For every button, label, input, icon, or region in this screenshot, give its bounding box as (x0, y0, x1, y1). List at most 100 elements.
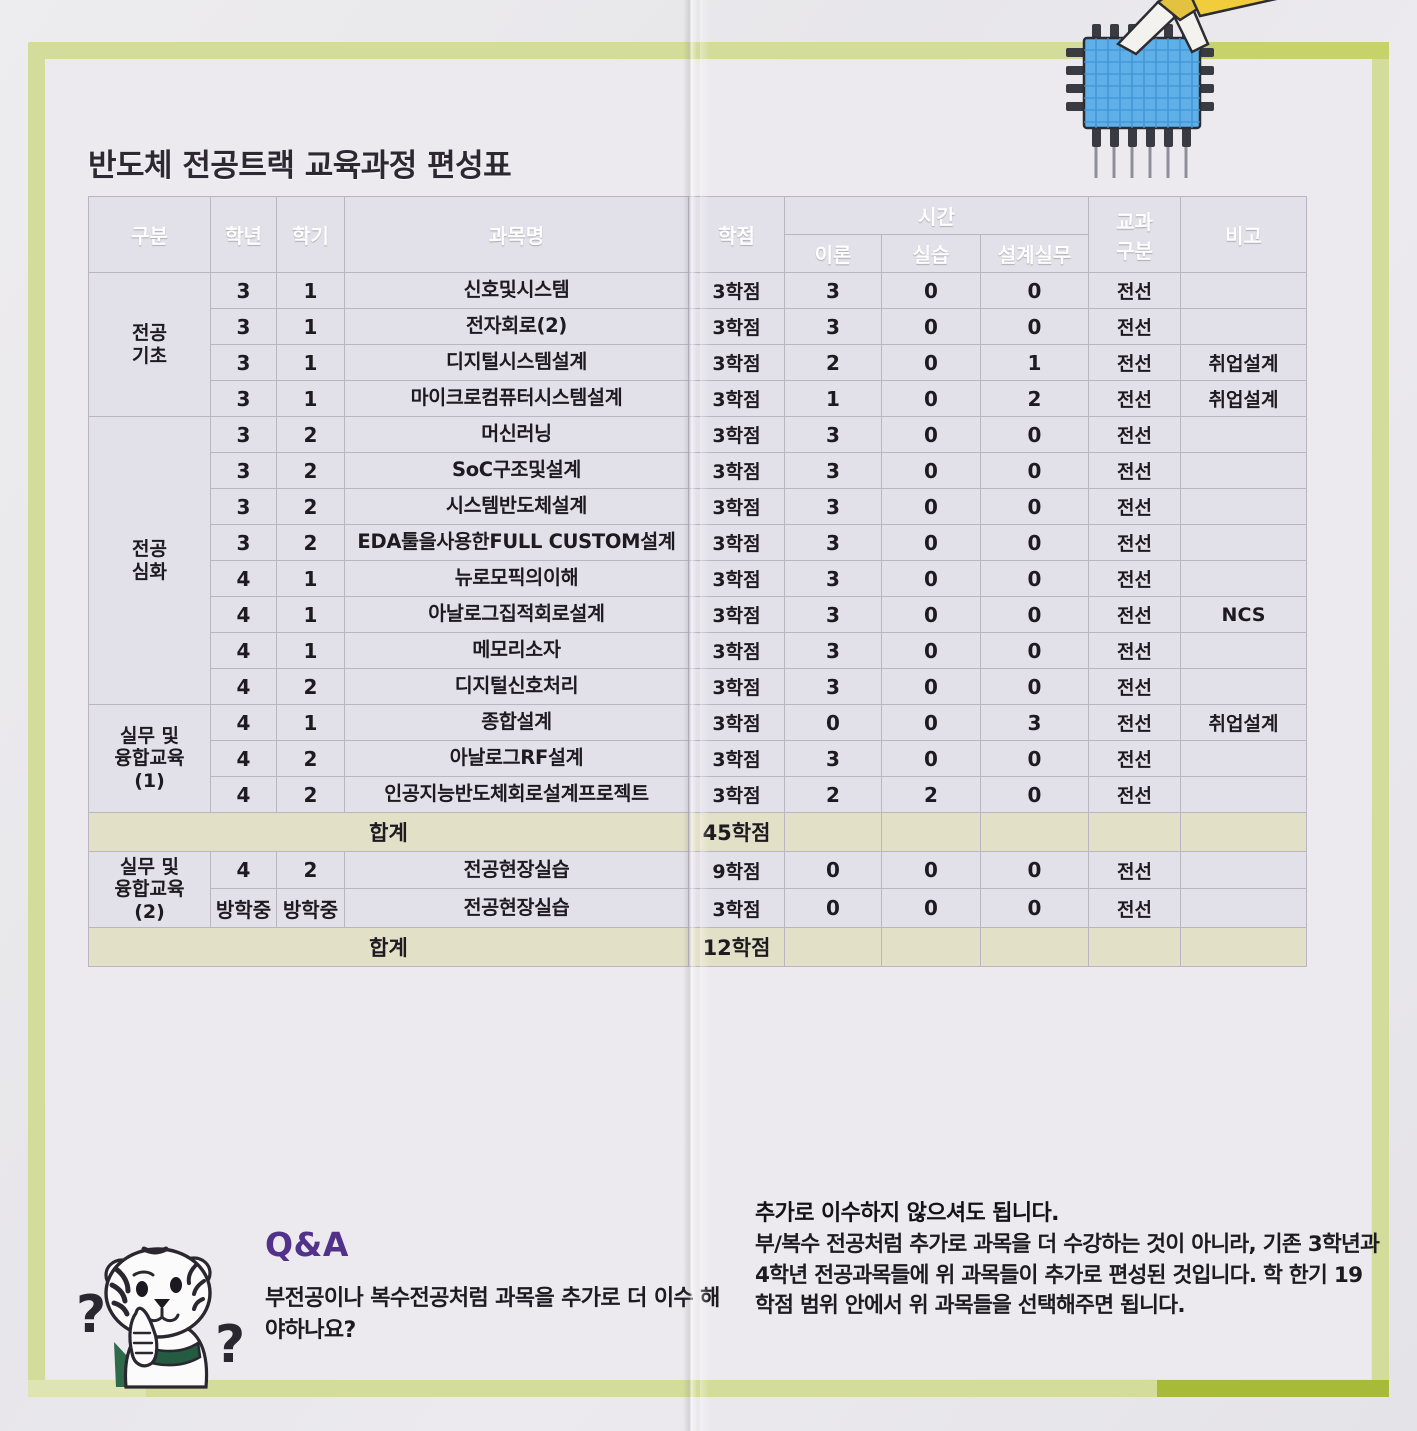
cell-note (1180, 452, 1307, 489)
cell-type: 전선 (1088, 704, 1181, 741)
cell-practice: 0 (881, 560, 981, 597)
cell-note (1180, 776, 1307, 813)
cell-semester: 1 (276, 380, 345, 417)
cell-theory: 3 (784, 416, 882, 453)
cell-year: 3 (210, 488, 277, 525)
cell-semester: 2 (276, 776, 345, 813)
cell-practice: 0 (881, 416, 981, 453)
summary-empty-cell (1088, 812, 1181, 852)
cell-semester: 2 (276, 416, 345, 453)
cell-subject: 아날로그RF설계 (344, 740, 689, 777)
cell-note (1180, 668, 1307, 705)
cell-theory: 2 (784, 776, 882, 813)
cell-design: 0 (980, 668, 1089, 705)
cell-design: 0 (980, 308, 1089, 345)
cell-semester: 2 (276, 850, 345, 890)
summary-empty-cell (1180, 927, 1307, 968)
cell-credit: 3학점 (688, 632, 785, 669)
cell-type: 전선 (1088, 524, 1181, 561)
cell-semester: 방학중 (276, 888, 345, 929)
cell-practice: 0 (881, 272, 981, 309)
qa-title: Q&A (265, 1225, 349, 1264)
th-course-type: 교과 구분 (1088, 196, 1181, 273)
cell-design: 0 (980, 524, 1089, 561)
cell-credit: 3학점 (688, 560, 785, 597)
cell-year: 방학중 (210, 888, 277, 929)
summary-credit: 12학점 (688, 927, 785, 968)
table-row: 4 1 메모리소자 3학점 3 0 0 전선 (89, 632, 1307, 669)
th-time-group: 시간 (784, 196, 1089, 235)
cell-design: 0 (980, 596, 1089, 633)
cell-subject: 종합설계 (344, 704, 689, 741)
cell-type: 전선 (1088, 416, 1181, 453)
cell-note: 취업설계 (1180, 344, 1307, 381)
cell-subject: SoC구조및설계 (344, 452, 689, 489)
table-row: 3 1 전자회로(2) 3학점 3 0 0 전선 (89, 308, 1307, 345)
cell-credit: 3학점 (688, 704, 785, 741)
frame-accent-bottom-right (1157, 1380, 1389, 1397)
svg-text:?: ? (215, 1315, 245, 1375)
cell-credit: 9학점 (688, 850, 785, 890)
cell-year: 3 (210, 308, 277, 345)
table-row: 3 1 마이크로컴퓨터시스템설계 3학점 1 0 2 전선 취업설계 (89, 380, 1307, 417)
cell-year: 3 (210, 344, 277, 381)
cell-design: 2 (980, 380, 1089, 417)
cell-theory: 3 (784, 524, 882, 561)
cell-theory: 3 (784, 668, 882, 705)
cell-type: 전선 (1088, 452, 1181, 489)
cell-year: 4 (210, 704, 277, 741)
summary-empty-cell (784, 812, 882, 852)
summary-empty-cell (980, 812, 1089, 852)
cell-note (1180, 850, 1307, 890)
cell-year: 4 (210, 560, 277, 597)
cell-semester: 2 (276, 524, 345, 561)
cell-semester: 2 (276, 488, 345, 525)
table-row: 전공 심화 3 2 머신러닝 3학점 3 0 0 전선 (88, 416, 1307, 705)
cell-year: 4 (210, 776, 277, 813)
cell-practice: 0 (881, 452, 981, 489)
cell-theory: 0 (784, 704, 882, 741)
cell-design: 0 (980, 740, 1089, 777)
cell-credit: 3학점 (688, 888, 785, 929)
table-row: 4 2 디지털신호처리 3학점 3 0 0 전선 (89, 668, 1307, 705)
table-row: 전공 기초 3 1 신호및시스템 3학점 3 0 0 전선 (88, 272, 1307, 417)
summary-label: 합계 (88, 927, 689, 968)
cell-type: 전선 (1088, 776, 1181, 813)
cell-type: 전선 (1088, 308, 1181, 345)
cell-theory: 3 (784, 596, 882, 633)
cell-practice: 0 (881, 850, 981, 890)
cell-credit: 3학점 (688, 380, 785, 417)
cell-year: 3 (210, 272, 277, 309)
cell-credit: 3학점 (688, 452, 785, 489)
cell-subject: 뉴로모픽의이해 (344, 560, 689, 597)
frame-accent-top-right (1189, 42, 1389, 59)
cell-year: 4 (210, 596, 277, 633)
cell-semester: 1 (276, 632, 345, 669)
summary-empty-cell (881, 812, 981, 852)
qa-answer: 추가로 이수하지 않으셔도 됩니다. 부/복수 전공처럼 추가로 과목을 더 수… (755, 1195, 1380, 1322)
cell-theory: 0 (784, 850, 882, 890)
cell-subject: 메모리소자 (344, 632, 689, 669)
cell-theory: 3 (784, 632, 882, 669)
cell-note (1180, 632, 1307, 669)
summary-label: 합계 (88, 812, 689, 852)
th-semester: 학기 (276, 196, 345, 273)
cell-note (1180, 488, 1307, 525)
curriculum-table-wrap: 구분 학년 학기 과목명 학점 시간 교과 구분 비고 이론 실습 설계실무 전… (88, 196, 1307, 968)
table-row: 방학중 방학중 전공현장실습 3학점 0 0 0 전선 (89, 888, 1307, 929)
cell-type: 전선 (1088, 596, 1181, 633)
page-title: 반도체 전공트랙 교육과정 편성표 (88, 148, 512, 184)
cell-design: 0 (980, 452, 1089, 489)
cell-subject: 아날로그집적회로설계 (344, 596, 689, 633)
th-credit: 학점 (688, 196, 785, 273)
category-cell: 전공 심화 (88, 416, 211, 705)
th-note: 비고 (1180, 196, 1307, 273)
cell-theory: 0 (784, 888, 882, 929)
table-row: 3 2 SoC구조및설계 3학점 3 0 0 전선 (89, 452, 1307, 489)
th-year: 학년 (210, 196, 277, 273)
cell-practice: 0 (881, 888, 981, 929)
cell-practice: 0 (881, 632, 981, 669)
table-body: 전공 기초 3 1 신호및시스템 3학점 3 0 0 전선 3 1 전자회로(2) 3학점 3 0 0 전선 3 1 디… (88, 272, 1307, 968)
summary-empty-cell (881, 927, 981, 968)
cell-year: 3 (210, 416, 277, 453)
